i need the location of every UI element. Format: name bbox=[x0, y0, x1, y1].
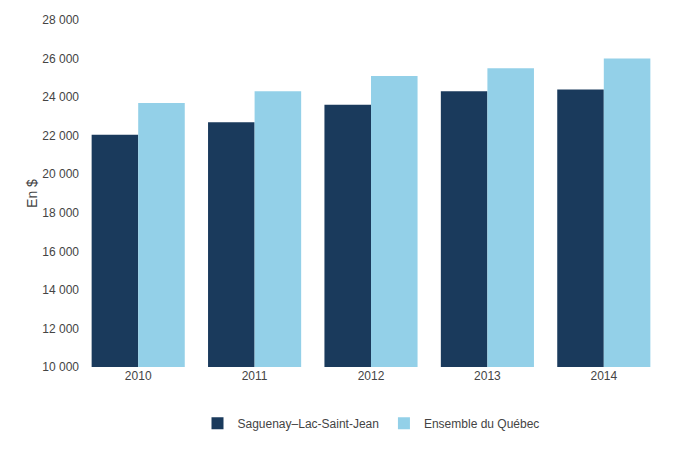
svg-text:2010: 2010 bbox=[125, 369, 152, 383]
svg-text:Ensemble du Québec: Ensemble du Québec bbox=[424, 417, 539, 431]
svg-text:22 000: 22 000 bbox=[42, 129, 79, 143]
svg-text:2011: 2011 bbox=[242, 369, 268, 383]
svg-text:2014: 2014 bbox=[590, 369, 617, 383]
svg-text:18 000: 18 000 bbox=[42, 206, 79, 220]
svg-text:12 000: 12 000 bbox=[42, 322, 79, 336]
svg-text:28 000: 28 000 bbox=[42, 13, 79, 27]
svg-text:24 000: 24 000 bbox=[42, 90, 79, 104]
svg-text:14 000: 14 000 bbox=[42, 283, 79, 297]
svg-text:En $: En $ bbox=[24, 179, 40, 208]
svg-text:2012: 2012 bbox=[358, 369, 385, 383]
svg-text:20 000: 20 000 bbox=[42, 167, 79, 181]
svg-text:2013: 2013 bbox=[474, 369, 501, 383]
svg-text:10 000: 10 000 bbox=[42, 360, 79, 374]
svg-text:Saguenay–Lac-Saint-Jean: Saguenay–Lac-Saint-Jean bbox=[238, 417, 379, 431]
svg-text:26 000: 26 000 bbox=[42, 52, 79, 66]
svg-text:16 000: 16 000 bbox=[42, 245, 79, 259]
